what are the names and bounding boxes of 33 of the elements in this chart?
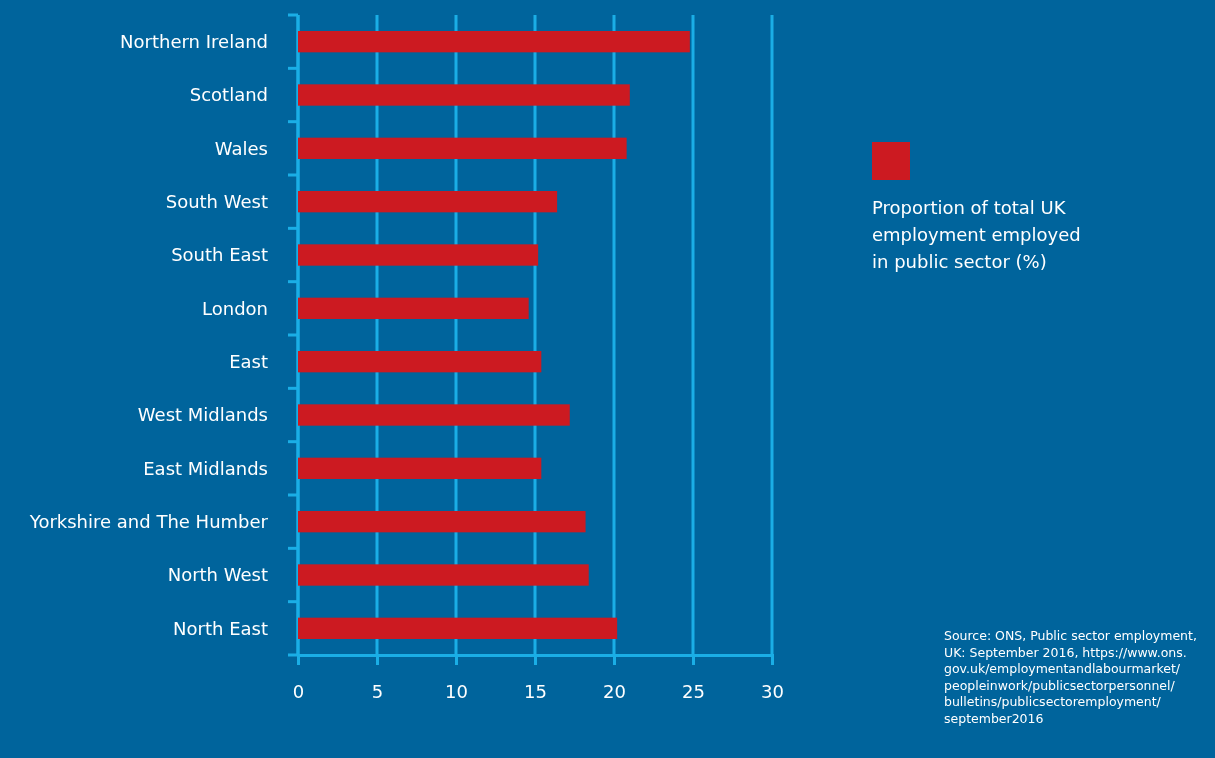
x-tick-label: 10 [445, 680, 468, 702]
x-tick-label: 20 [603, 680, 626, 702]
y-tick-label: South East [171, 244, 268, 266]
bar [298, 617, 618, 639]
x-tick-label: 0 [292, 680, 305, 702]
y-tick-label: Scotland [189, 84, 268, 106]
y-tick-label: Yorkshire and The Humber [28, 510, 269, 532]
y-tick-label: Northern Ireland [120, 30, 268, 52]
y-tick-label: East Midlands [143, 457, 268, 479]
x-tick-label: 25 [682, 680, 705, 702]
y-tick-label: East [229, 350, 268, 372]
y-tick-label: West Midlands [137, 404, 268, 426]
bar [298, 191, 558, 213]
bar [298, 511, 586, 533]
bar [298, 457, 542, 479]
bar [298, 564, 589, 586]
x-tick-label: 30 [761, 680, 784, 702]
y-tick-label: North West [167, 564, 268, 586]
x-tick-label: 15 [524, 680, 547, 702]
y-tick-label: South West [165, 190, 268, 212]
bar [298, 351, 542, 373]
bar [298, 244, 539, 266]
source-note: Source: ONS, Public sector employment, UK: September 2016, https://www.ons.gov.uk/employmentandlabourmarket/peopleinwork/publicsectorpersonnel/bulletins/publicsectoremployment/september2016 [944, 628, 1197, 726]
y-tick-label: North East [173, 617, 268, 639]
bar [298, 84, 630, 106]
y-tick-label: London [202, 297, 268, 319]
bar [298, 404, 570, 426]
x-tick-label: 5 [371, 680, 384, 702]
legend-label: Proportion of total UK employment employed in public sector (%) [872, 197, 1081, 272]
y-tick-label: Wales [214, 137, 268, 159]
bar [298, 137, 627, 159]
bar [298, 31, 690, 53]
bar [298, 297, 529, 319]
